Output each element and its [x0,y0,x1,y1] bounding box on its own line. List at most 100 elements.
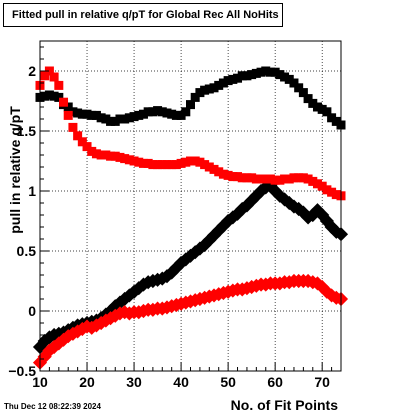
black-square-point [101,114,111,124]
black-square-point [73,108,83,118]
black-square-point [284,74,294,84]
black-square-point [110,116,120,126]
y-tick-label: 0.5 [17,243,37,259]
red-square-point [96,150,106,160]
red-square-point [275,175,285,185]
black-square-point [214,80,224,90]
red-square-point [186,156,195,166]
red-square-point [242,173,252,183]
black-square-point [228,74,238,84]
red-square-point [176,158,186,168]
red-square-point [91,149,101,159]
y-tick-label: 1 [28,183,36,199]
red-square-point [49,72,59,82]
red-square-point [148,160,158,170]
y-tick-label: 2 [28,63,36,79]
black-square-point [331,116,341,126]
red-square-point [303,174,313,184]
black-square-point [261,66,271,76]
black-square-point [68,107,78,117]
x-tick-label: 50 [220,374,236,390]
black-square-point [289,78,299,88]
black-square-point [190,92,200,102]
red-square-point [59,97,69,107]
red-square-point [289,173,299,183]
red-square-point [181,157,191,167]
y-tick-label: 1.5 [17,123,37,139]
black-square-point [275,70,285,80]
black-square-point [54,92,64,102]
red-square-point [190,156,200,166]
red-square-point [247,173,257,183]
red-square-point [322,185,332,195]
y-tick-label: 0 [28,303,36,319]
black-square-point [181,107,191,117]
black-square-point [63,102,73,112]
x-tick-label: 60 [267,374,283,390]
black-square-point [209,83,219,93]
black-square-point [87,110,97,120]
axis-ticks: 10 20 30 40 50 60 70 −0.5 0 0.5 1 1.5 2 [8,46,342,390]
black-square-point [204,84,214,94]
black-square-point [218,78,228,88]
black-square-point [322,107,332,117]
red-square-point [157,160,167,170]
x-tick-label: 40 [173,374,189,390]
x-tick-label: 10 [32,374,48,390]
red-square-point [261,174,271,184]
black-square-point [186,100,195,110]
x-tick-label: 30 [126,374,142,390]
red-square-point [40,71,50,81]
black-square-point [162,108,172,118]
red-square-point [82,142,92,152]
red-square-point [101,150,111,160]
red-square-point [110,151,120,161]
black-square-point [96,113,106,123]
black-square-point [49,91,59,101]
red-square-point [120,154,130,164]
red-square-point [327,187,337,197]
red-square-point [115,152,125,162]
timestamp: Thu Dec 12 08:22:39 2024 [4,402,101,411]
red-square-point [233,172,243,182]
black-square-point [171,110,181,120]
data-points [32,66,349,370]
black-square-point [115,114,125,124]
red-square-point [134,157,144,167]
black-square-point [91,110,101,120]
red-square-point [284,174,294,184]
black-square-point [176,110,186,120]
red-square-point [265,174,275,184]
red-square-point [256,174,266,184]
red-square-point [124,155,134,165]
black-square-point [200,85,210,95]
black-square-point [138,109,148,119]
red-square-point [308,176,318,186]
red-square-point [54,80,64,90]
red-square-point [138,158,148,168]
red-square-point [209,164,219,174]
chart-title: Fitted pull in relative q/pT for Global … [3,3,283,27]
red-square-point [280,174,290,184]
red-square-point [294,173,304,183]
red-square-point [77,137,87,147]
black-square-point [157,107,167,117]
red-square-point [298,173,308,183]
red-square-point [73,131,83,141]
red-square-point [129,156,139,166]
red-square-point [68,122,78,132]
black-square-point [298,88,308,98]
black-square-point [148,107,158,117]
black-square-point [167,109,177,119]
red-square-point [312,179,322,189]
black-square-point [247,70,257,80]
y-axis-label: pull in relative q/pT [7,106,23,234]
black-square-point [106,116,116,126]
black-square-point [270,67,280,77]
x-axis-label: No. of Fit Points [231,397,339,413]
red-square-point [44,66,54,76]
black-square-point [312,102,322,112]
black-square-point [134,110,144,120]
black-square-point [327,113,337,123]
red-square-point [317,181,327,191]
